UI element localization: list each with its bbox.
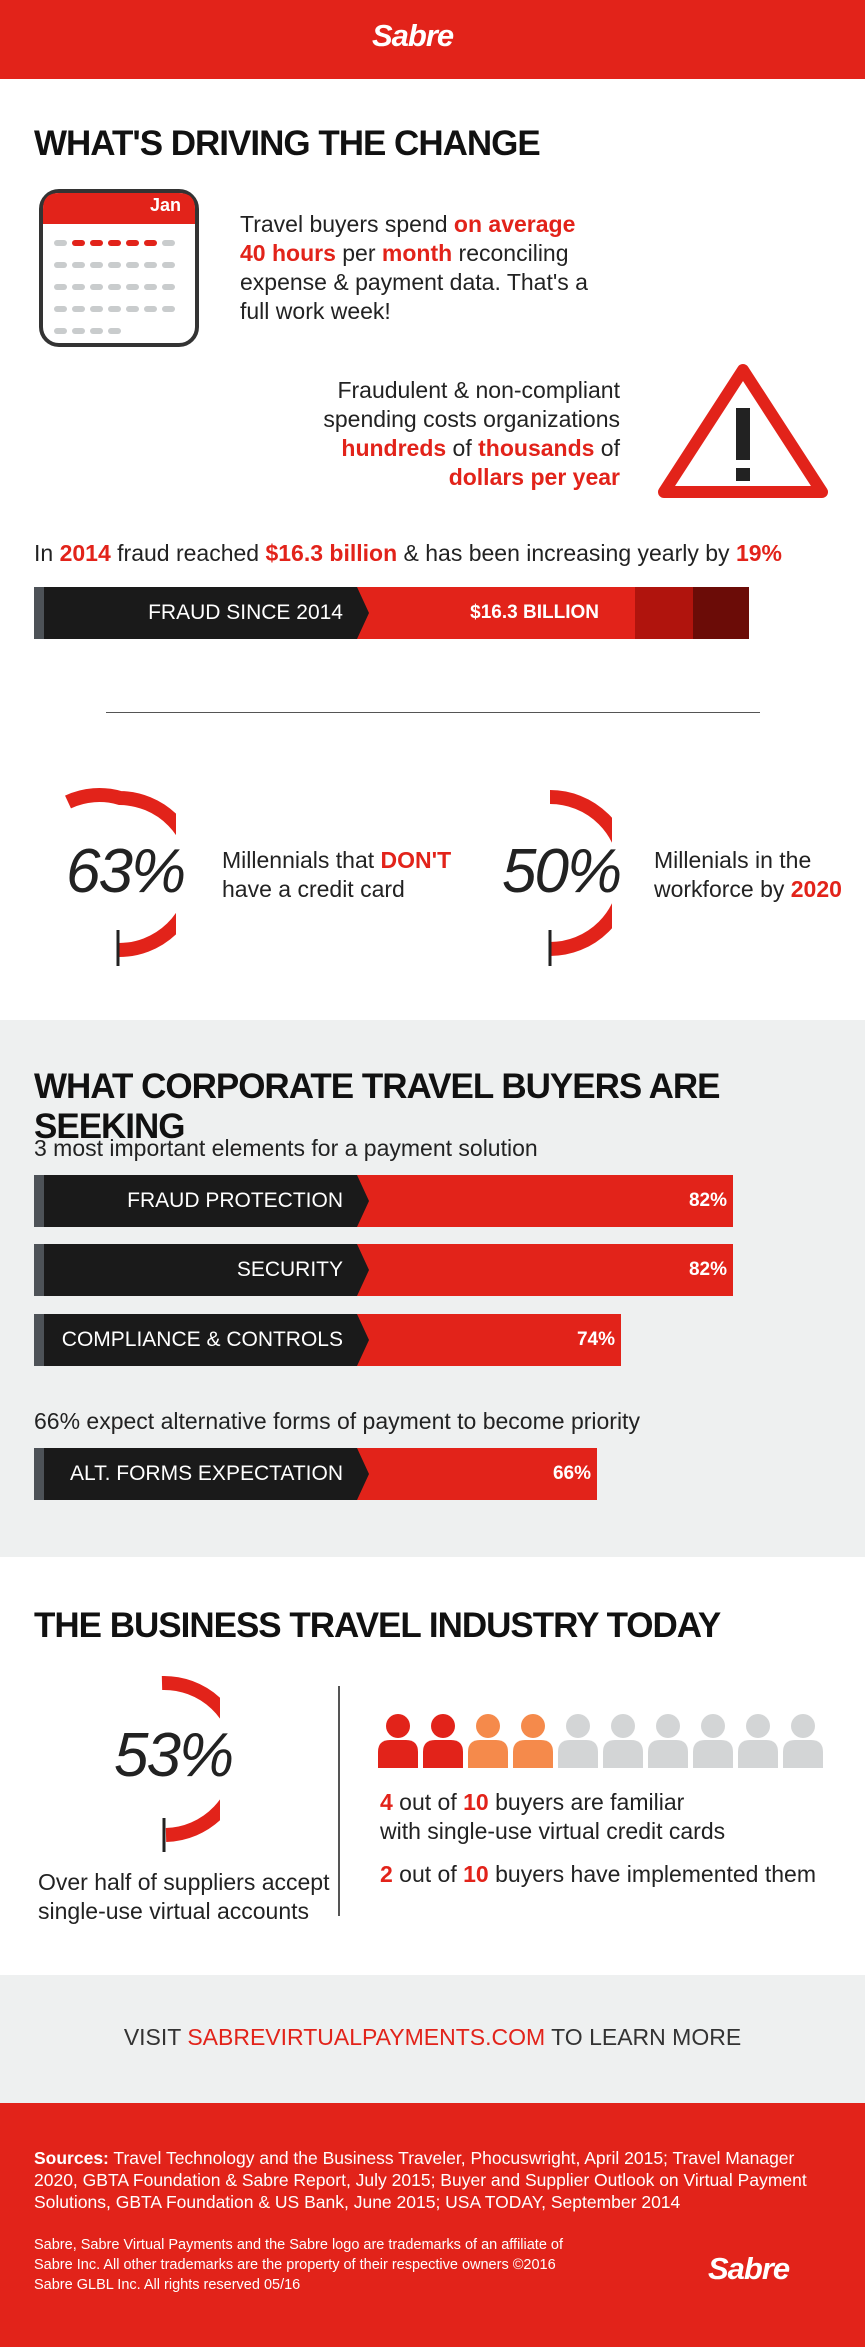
bar-value: 74% [357, 1314, 621, 1366]
fraud-bar-value: $16.3 BILLION [357, 587, 635, 639]
person-icon [693, 1714, 733, 1768]
people-row [378, 1712, 838, 1768]
section-title-driving-change: WHAT'S DRIVING THE CHANGE [34, 124, 541, 163]
bar-value: 82% [357, 1175, 733, 1227]
seeking-subtitle: 3 most important elements for a payment … [34, 1135, 538, 1161]
person-icon [738, 1714, 778, 1768]
warning-icon [654, 360, 832, 504]
vertical-divider [338, 1686, 340, 1916]
bar-value: 66% [357, 1448, 597, 1500]
bar-security: SECURITY 82% [34, 1244, 733, 1296]
person-icon [423, 1714, 463, 1768]
implemented-text: 2 out of 10 buyers have implemented them [380, 1861, 816, 1887]
bar-label: COMPLIANCE & CONTROLS [44, 1314, 357, 1366]
fraud-bar-segment-2 [635, 587, 693, 639]
calendar-icon: Jan [38, 188, 200, 348]
person-icon [558, 1714, 598, 1768]
person-icon [648, 1714, 688, 1768]
person-icon [603, 1714, 643, 1768]
person-icon [378, 1714, 418, 1768]
section-title-industry-today: THE BUSINESS TRAVEL INDUSTRY TODAY [34, 1606, 721, 1645]
stat-53-pct: 53% [114, 1721, 234, 1790]
person-icon [513, 1714, 553, 1768]
familiar-text: 4 out of 10 buyers are familiar with sin… [380, 1789, 726, 1844]
fraud-bar-label: FRAUD SINCE 2014 [44, 587, 357, 639]
stat-63-text: Millennials that DON'T have a credit car… [222, 847, 452, 902]
bar-fraud-protection: FRAUD PROTECTION 82% [34, 1175, 733, 1227]
bar-compliance-controls: COMPLIANCE & CONTROLS 74% [34, 1314, 621, 1366]
fact-fraud-cost-text: Fraudulent & non-compliant spending cost… [323, 377, 620, 490]
header-bar: Sabre [0, 0, 865, 79]
alt-forms-subtitle: 66% expect alternative forms of payment … [34, 1408, 640, 1434]
stat-50-pct: 50% [502, 837, 622, 906]
stat-53-caption: Over half of suppliers accept single-use… [38, 1869, 330, 1924]
bar-label: ALT. FORMS EXPECTATION [44, 1448, 357, 1500]
divider [106, 712, 760, 713]
sabre-logo: Sabre [372, 18, 454, 53]
bar-alt-forms: ALT. FORMS EXPECTATION 66% [34, 1448, 597, 1500]
stat-63-pct: 63% [66, 837, 186, 906]
bar-label: FRAUD PROTECTION [44, 1175, 357, 1227]
calendar-month: Jan [150, 195, 182, 215]
sabre-logo-footer: Sabre [708, 2251, 790, 2286]
person-icon [468, 1714, 508, 1768]
cta-text: VISIT SABREVIRTUALPAYMENTS.COM TO LEARN … [123, 2024, 742, 2050]
bar-label: SECURITY [44, 1244, 357, 1296]
legal-text: Sabre, Sabre Virtual Payments and the Sa… [34, 2237, 564, 2293]
sources-text: Sources: Travel Technology and the Busin… [34, 2148, 807, 2212]
cta-link[interactable]: SABREVIRTUALPAYMENTS.COM [187, 2024, 546, 2050]
stat-50-text: Millenials in the workforce by 2020 [654, 847, 842, 902]
section-title-buyers-seeking: WHAT CORPORATE TRAVEL BUYERS ARE SEEKING [34, 1067, 721, 1146]
fraud-bar: FRAUD SINCE 2014 $16.3 BILLION [34, 587, 749, 639]
fraud-growth-text: In 2014 fraud reached $16.3 billion & ha… [34, 540, 782, 566]
cta-section [0, 1975, 865, 2103]
person-icon [783, 1714, 823, 1768]
fact-hours-text: Travel buyers spend on average 40 hours … [240, 211, 588, 324]
bar-value: 82% [357, 1244, 733, 1296]
footer: Sources: Travel Technology and the Busin… [0, 2103, 865, 2347]
fraud-bar-segment-3 [693, 587, 749, 639]
